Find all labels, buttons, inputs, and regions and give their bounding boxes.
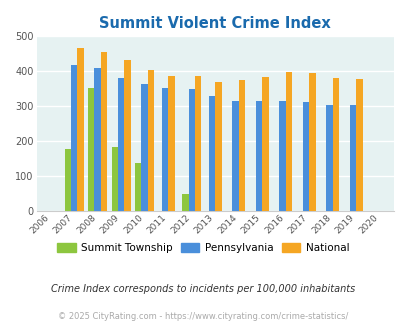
Bar <box>135 163 141 211</box>
Bar <box>255 101 262 211</box>
Bar <box>215 82 221 211</box>
Bar <box>147 70 154 211</box>
Bar <box>64 149 71 211</box>
Bar <box>349 105 355 211</box>
Bar <box>302 102 309 211</box>
Bar <box>232 101 238 211</box>
Bar <box>162 88 168 211</box>
Bar <box>326 105 332 211</box>
Bar <box>194 76 201 211</box>
Bar <box>100 52 107 211</box>
Bar <box>262 77 268 211</box>
Bar <box>77 48 83 211</box>
Bar <box>332 78 338 211</box>
Bar <box>71 65 77 211</box>
Bar <box>208 96 215 211</box>
Bar <box>141 83 147 211</box>
Text: © 2025 CityRating.com - https://www.cityrating.com/crime-statistics/: © 2025 CityRating.com - https://www.city… <box>58 313 347 321</box>
Bar <box>124 60 130 211</box>
Bar <box>88 88 94 211</box>
Bar <box>238 80 245 211</box>
Legend: Summit Township, Pennsylvania, National: Summit Township, Pennsylvania, National <box>53 239 352 257</box>
Bar <box>182 194 188 211</box>
Bar <box>118 78 124 211</box>
Text: Crime Index corresponds to incidents per 100,000 inhabitants: Crime Index corresponds to incidents per… <box>51 284 354 294</box>
Bar <box>309 73 315 211</box>
Bar <box>111 147 118 211</box>
Bar <box>355 79 362 211</box>
Title: Summit Violent Crime Index: Summit Violent Crime Index <box>99 16 330 31</box>
Bar <box>168 76 174 211</box>
Bar <box>285 72 291 211</box>
Bar <box>279 101 285 211</box>
Bar <box>188 89 194 211</box>
Bar <box>94 69 100 211</box>
